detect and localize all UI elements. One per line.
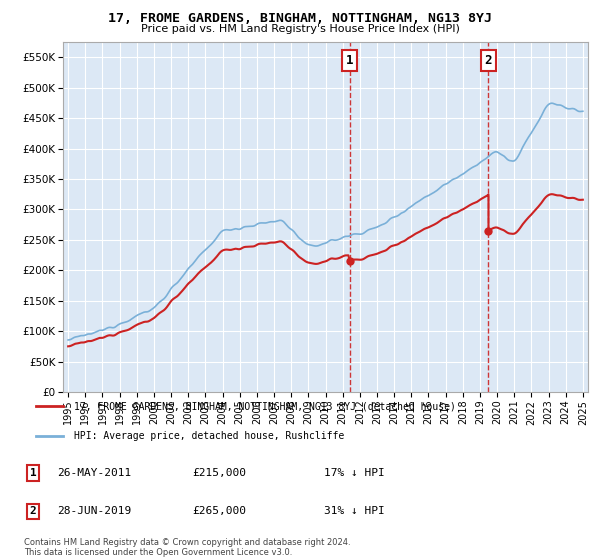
Text: 2: 2 (485, 54, 492, 67)
Text: 26-MAY-2011: 26-MAY-2011 (57, 468, 131, 478)
Text: Contains HM Land Registry data © Crown copyright and database right 2024.
This d: Contains HM Land Registry data © Crown c… (24, 538, 350, 557)
Text: 2: 2 (29, 506, 37, 516)
Text: 17, FROME GARDENS, BINGHAM, NOTTINGHAM, NG13 8YJ (detached house): 17, FROME GARDENS, BINGHAM, NOTTINGHAM, … (74, 401, 456, 411)
Text: £215,000: £215,000 (192, 468, 246, 478)
Text: 1: 1 (29, 468, 37, 478)
Text: 1: 1 (346, 54, 353, 67)
Text: HPI: Average price, detached house, Rushcliffe: HPI: Average price, detached house, Rush… (74, 431, 344, 441)
Text: 17, FROME GARDENS, BINGHAM, NOTTINGHAM, NG13 8YJ: 17, FROME GARDENS, BINGHAM, NOTTINGHAM, … (108, 12, 492, 25)
Text: 28-JUN-2019: 28-JUN-2019 (57, 506, 131, 516)
Text: 31% ↓ HPI: 31% ↓ HPI (324, 506, 385, 516)
Text: £265,000: £265,000 (192, 506, 246, 516)
Text: 17% ↓ HPI: 17% ↓ HPI (324, 468, 385, 478)
Text: Price paid vs. HM Land Registry's House Price Index (HPI): Price paid vs. HM Land Registry's House … (140, 24, 460, 34)
